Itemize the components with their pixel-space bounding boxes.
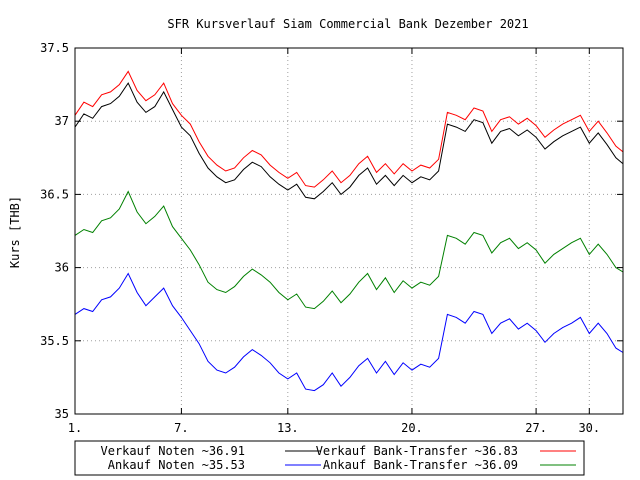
- y-tick-label: 35: [55, 407, 69, 421]
- legend-label: Ankauf Bank-Transfer ~36.09: [323, 458, 518, 472]
- series-line: [74, 82, 624, 200]
- y-axis-label: Kurs [THB]: [8, 196, 22, 268]
- y-tick-label: 37: [55, 114, 69, 128]
- grid: [75, 48, 623, 414]
- y-ticks: 35 35.5 36 36.5 37 37.5: [40, 41, 623, 421]
- legend-label: Ankauf Noten ~35.53: [108, 458, 245, 472]
- y-tick-label: 36.5: [40, 187, 69, 201]
- legend-label: Verkauf Noten ~36.91: [101, 444, 246, 458]
- series-group: [74, 70, 624, 392]
- x-tick-label: 1.: [68, 421, 82, 435]
- x-tick-label: 20.: [401, 421, 423, 435]
- x-tick-label: 30.: [578, 421, 600, 435]
- series-line: [74, 190, 624, 310]
- y-tick-label: 37.5: [40, 41, 69, 55]
- x-ticks: 1. 7. 13. 20. 27. 30.: [68, 48, 600, 435]
- legend-label: Verkauf Bank-Transfer ~36.83: [316, 444, 518, 458]
- series-line: [74, 272, 624, 392]
- chart-title: SFR Kursverlauf Siam Commercial Bank Dez…: [167, 17, 528, 31]
- series-line: [74, 70, 624, 188]
- legend-box: [74, 440, 585, 476]
- y-tick-label: 35.5: [40, 334, 69, 348]
- x-tick-label: 13.: [277, 421, 299, 435]
- x-tick-label: 7.: [174, 421, 188, 435]
- y-tick-label: 36: [55, 261, 69, 275]
- plot-frame: [74, 47, 624, 415]
- x-tick-label: 27.: [525, 421, 547, 435]
